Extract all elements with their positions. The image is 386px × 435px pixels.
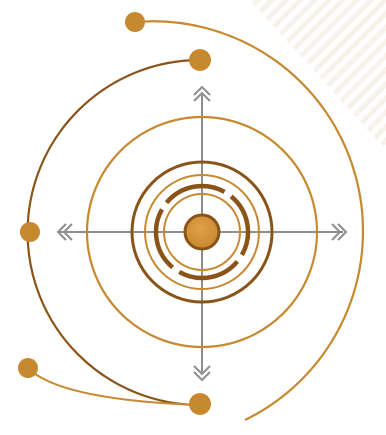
orbit-node-icon (20, 222, 40, 242)
orbit-node-icon (125, 12, 145, 32)
chevron-up-icon (193, 85, 211, 102)
outer-orbit-arc (134, 20, 365, 421)
segmented-ring (153, 183, 251, 281)
orbit-node-icon (189, 49, 211, 71)
middle-ring (130, 160, 274, 304)
inner-ring (144, 174, 260, 290)
chevron-left-icon (56, 223, 73, 241)
orbit-node-icon (18, 358, 38, 378)
background-stripes (250, 0, 386, 150)
outer-ring (85, 115, 319, 349)
center-core-icon (183, 213, 221, 251)
thin-ring (163, 193, 241, 271)
bottom-orbit-arc (27, 367, 201, 406)
chevron-down-icon (193, 365, 211, 382)
chevron-right-icon (331, 223, 348, 241)
orbit-node-icon (189, 393, 211, 415)
